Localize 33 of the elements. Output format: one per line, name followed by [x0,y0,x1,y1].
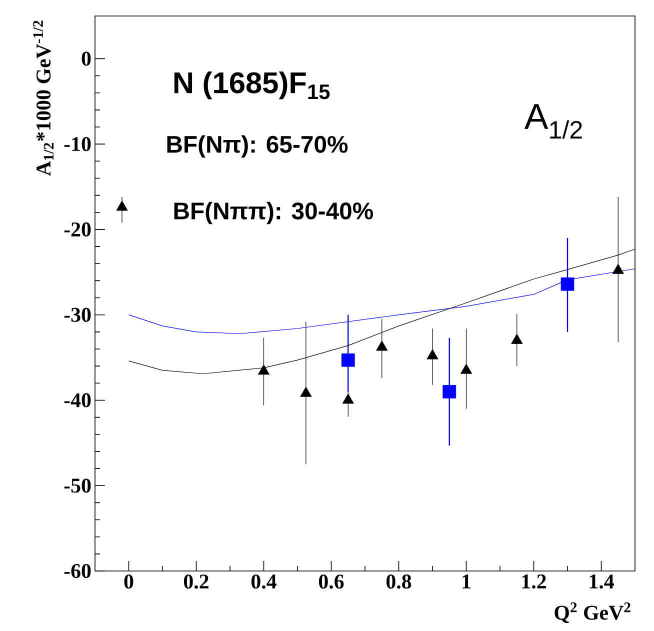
point [426,349,438,360]
point [300,386,312,397]
x-tick-label: 1.2 [522,574,546,589]
y-tick-label: -40 [64,393,91,408]
point [511,334,523,344]
annotation: BF(Nππ): 30-40% [174,202,374,224]
annotation: BF(Nπ): 65-70% [167,135,348,158]
x-tick-label: 1 [462,574,470,588]
y-tick-label: -60 [64,564,91,578]
annotation: N (1685)F$_{15}$ [174,71,330,100]
y-axis-title: A$_{1/2}$*1000 GeV$^{-1/2}$ [33,20,54,176]
x-tick-label: 1.4 [590,574,614,589]
point [612,264,624,274]
x-tick-label: 0 [124,574,134,589]
annotation: A$_{1/2}$ [524,104,582,139]
y-tick-label: -20 [64,222,91,237]
point [442,385,456,398]
point [258,364,270,375]
point [560,277,574,291]
point [341,353,355,367]
point [460,364,472,374]
x-tick-label: 0.6 [318,574,344,589]
x-tick-label: 0.8 [386,574,412,589]
x-axis-title: Q$^{2}$ GeV$^{2}$ [554,602,630,623]
point [116,200,128,211]
y-tick-label: -10 [64,137,91,152]
point [342,394,354,404]
x-tick-label: 0.4 [251,574,276,589]
y-tick-label: -30 [64,308,91,322]
x-tick-label: 0.2 [184,574,208,589]
y-tick-label: -50 [64,478,91,493]
y-tick-label: 0 [82,52,91,66]
point [376,340,388,351]
